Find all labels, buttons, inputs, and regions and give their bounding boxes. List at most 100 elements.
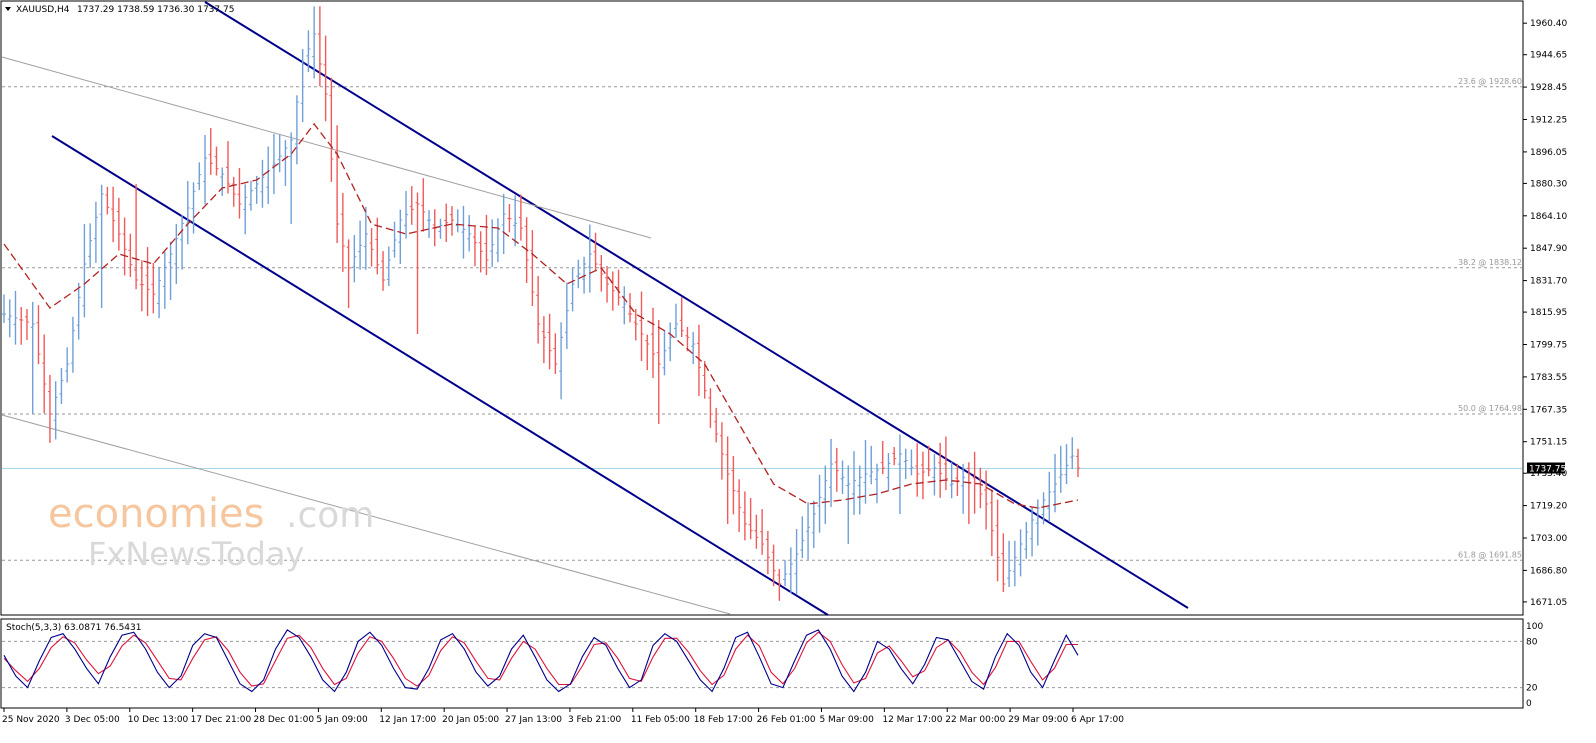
price-bar — [897, 434, 902, 514]
price-bar — [19, 306, 24, 345]
price-bar — [346, 239, 351, 308]
price-tick-label: 1799.75 — [1530, 341, 1567, 351]
price-bar — [237, 168, 242, 219]
grey-trendline-upper[interactable] — [1, 56, 652, 239]
price-bar — [300, 48, 305, 123]
time-tick-label: 10 Dec 13:00 — [128, 715, 189, 725]
channel-upper-trendline[interactable] — [204, 1, 1189, 609]
channel-lower-trendline[interactable] — [51, 135, 829, 616]
price-bar — [547, 313, 552, 370]
price-bar — [863, 440, 868, 504]
price-bar — [2, 294, 6, 323]
price-bar — [427, 210, 432, 238]
price-bar — [995, 499, 1000, 582]
price-bar — [943, 436, 948, 491]
price-bar — [616, 269, 621, 306]
price-bar — [737, 479, 742, 533]
price-tick-label: 1815.95 — [1530, 308, 1567, 318]
price-bar — [128, 233, 133, 278]
price-bar — [381, 251, 386, 291]
time-tick-label: 26 Feb 01:00 — [757, 715, 816, 725]
price-bar — [449, 206, 454, 236]
price-bar — [214, 146, 219, 176]
collapse-triangle-icon[interactable] — [5, 7, 11, 11]
price-bar — [840, 460, 845, 494]
symbol-label: XAUUSD,H4 — [16, 5, 70, 15]
price-bar — [1018, 529, 1023, 577]
time-tick-label: 6 Apr 17:00 — [1071, 715, 1124, 725]
price-bar — [260, 159, 265, 208]
price-bar — [582, 256, 587, 294]
price-bar — [438, 218, 443, 239]
price-bar — [461, 205, 466, 259]
price-bar — [82, 224, 87, 318]
price-bar — [1012, 540, 1017, 587]
price-bar — [7, 299, 12, 338]
price-bar — [30, 301, 35, 414]
price-bar — [151, 263, 156, 314]
price-bar — [162, 251, 167, 309]
price-tick-label: 1831.70 — [1530, 277, 1567, 287]
watermark: economies .com FxNewsToday — [48, 491, 374, 573]
price-bar — [1024, 522, 1029, 559]
price-bar — [656, 320, 661, 424]
price-bar — [145, 247, 150, 316]
price-bar — [444, 203, 449, 242]
fib-level-label: 38.2 @ 1838.12 — [1458, 258, 1522, 267]
grey-trendline-lower[interactable] — [1, 414, 731, 615]
price-bar — [541, 316, 546, 364]
price-bar — [754, 514, 759, 549]
price-bar — [696, 324, 701, 396]
price-bar — [926, 445, 931, 477]
price-bar — [375, 217, 380, 275]
price-bar — [99, 184, 104, 308]
price-bar — [874, 463, 879, 504]
price-bar — [633, 308, 638, 341]
price-bar — [358, 220, 363, 270]
time-tick-label: 25 Nov 2020 — [2, 715, 60, 725]
current-price-label: 1737.75 — [1529, 465, 1566, 475]
price-bar — [203, 135, 208, 205]
price-tick-label: 1960.40 — [1530, 19, 1567, 29]
price-bar — [794, 529, 799, 594]
stoch-main-line — [3, 629, 1079, 693]
price-bar — [920, 451, 925, 500]
price-tick-label: 1896.05 — [1530, 148, 1567, 158]
price-bar — [231, 176, 236, 207]
price-bar — [507, 204, 512, 233]
price-bar — [955, 463, 960, 496]
price-bar — [1076, 448, 1080, 477]
price-bar — [76, 282, 81, 340]
price-bar — [846, 465, 851, 544]
price-bar — [484, 214, 489, 276]
price-bar — [708, 388, 713, 428]
price-bar — [65, 347, 70, 383]
price-bar — [289, 132, 294, 224]
price-bar — [409, 186, 414, 225]
price-bar — [731, 455, 736, 515]
price-bar — [197, 162, 202, 190]
price-bar — [760, 509, 765, 555]
price-tick-label: 1912.25 — [1530, 116, 1567, 126]
price-bar — [909, 449, 914, 476]
price-bar — [823, 465, 828, 525]
price-bar — [93, 201, 98, 263]
price-bar — [53, 381, 58, 440]
price-bar — [105, 186, 110, 215]
price-bar — [421, 178, 426, 232]
stoch-level-label: 80 — [1526, 637, 1538, 647]
indicator-panel-border — [0, 618, 1524, 709]
stoch-signal-line — [3, 631, 1078, 687]
price-bar — [771, 544, 776, 587]
price-bar — [13, 290, 18, 345]
price-bar — [639, 291, 644, 361]
time-tick-label: 5 Jan 09:00 — [316, 715, 368, 725]
price-bar — [880, 440, 885, 475]
time-tick-label: 20 Jan 05:00 — [442, 715, 499, 725]
price-bar — [685, 326, 690, 352]
price-bar — [225, 141, 230, 194]
price-bar — [811, 500, 816, 549]
price-bar — [312, 6, 317, 79]
price-bar — [972, 451, 977, 514]
